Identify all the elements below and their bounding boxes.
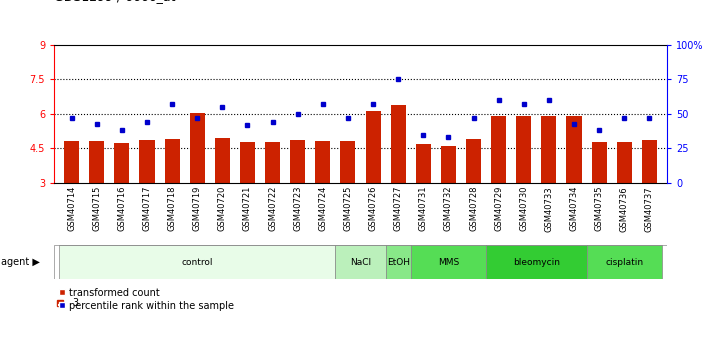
Text: MMS: MMS <box>438 258 459 267</box>
Text: GSM40714: GSM40714 <box>67 186 76 231</box>
Text: GSM40732: GSM40732 <box>444 186 453 231</box>
Bar <box>441 146 456 183</box>
Text: GSM40729: GSM40729 <box>494 186 503 231</box>
Bar <box>416 145 431 183</box>
Text: GSM40735: GSM40735 <box>595 186 603 231</box>
Bar <box>164 139 180 183</box>
Text: GSM40724: GSM40724 <box>319 186 327 231</box>
Text: GSM40718: GSM40718 <box>167 186 177 231</box>
Text: GSM40716: GSM40716 <box>118 186 126 231</box>
Bar <box>64 141 79 183</box>
Text: GSM40721: GSM40721 <box>243 186 252 231</box>
Text: NaCl: NaCl <box>350 258 371 267</box>
Text: GSM40725: GSM40725 <box>343 186 353 231</box>
Text: GSM40719: GSM40719 <box>193 186 202 231</box>
Text: GSM40736: GSM40736 <box>620 186 629 231</box>
Bar <box>616 142 632 183</box>
Text: GSM40717: GSM40717 <box>143 186 151 231</box>
Text: GSM40723: GSM40723 <box>293 186 302 231</box>
Bar <box>541 116 557 183</box>
Bar <box>642 140 657 183</box>
Text: GSM40734: GSM40734 <box>570 186 578 231</box>
Legend: transformed count, percentile rank within the sample: transformed count, percentile rank withi… <box>59 288 234 311</box>
Text: EtOH: EtOH <box>386 258 410 267</box>
Bar <box>386 245 411 279</box>
Text: cisplatin: cisplatin <box>605 258 643 267</box>
Text: bleomycin: bleomycin <box>513 258 559 267</box>
Text: control: control <box>182 258 213 267</box>
Bar <box>190 114 205 183</box>
Text: GSM40737: GSM40737 <box>645 186 654 231</box>
Bar <box>265 142 280 183</box>
Bar <box>366 111 381 183</box>
Bar <box>89 141 105 183</box>
Text: GSM40733: GSM40733 <box>544 186 554 231</box>
Bar <box>391 105 406 183</box>
Bar <box>491 116 506 183</box>
Bar <box>59 245 335 279</box>
Bar <box>240 142 255 183</box>
Text: GSM40715: GSM40715 <box>92 186 101 231</box>
Bar <box>315 141 330 183</box>
Bar <box>290 140 305 183</box>
Text: GSM40727: GSM40727 <box>394 186 402 231</box>
Text: GSM40720: GSM40720 <box>218 186 227 231</box>
Bar <box>411 245 486 279</box>
Bar <box>215 138 230 183</box>
Text: GSM40722: GSM40722 <box>268 186 277 231</box>
Bar <box>115 143 130 183</box>
Text: agent ▶: agent ▶ <box>1 257 40 267</box>
Bar <box>340 141 355 183</box>
Bar <box>587 245 662 279</box>
Bar <box>486 245 587 279</box>
Bar <box>466 139 481 183</box>
Text: GSM40728: GSM40728 <box>469 186 478 231</box>
Text: 3: 3 <box>72 298 79 308</box>
Bar <box>335 245 386 279</box>
Text: GDS1299 / 6666_at: GDS1299 / 6666_at <box>54 0 176 3</box>
Bar <box>591 142 606 183</box>
Bar <box>567 116 582 183</box>
Bar <box>516 116 531 183</box>
Text: GSM40726: GSM40726 <box>368 186 378 231</box>
Text: GSM40730: GSM40730 <box>519 186 528 231</box>
Bar <box>139 140 154 183</box>
Text: GSM40731: GSM40731 <box>419 186 428 231</box>
